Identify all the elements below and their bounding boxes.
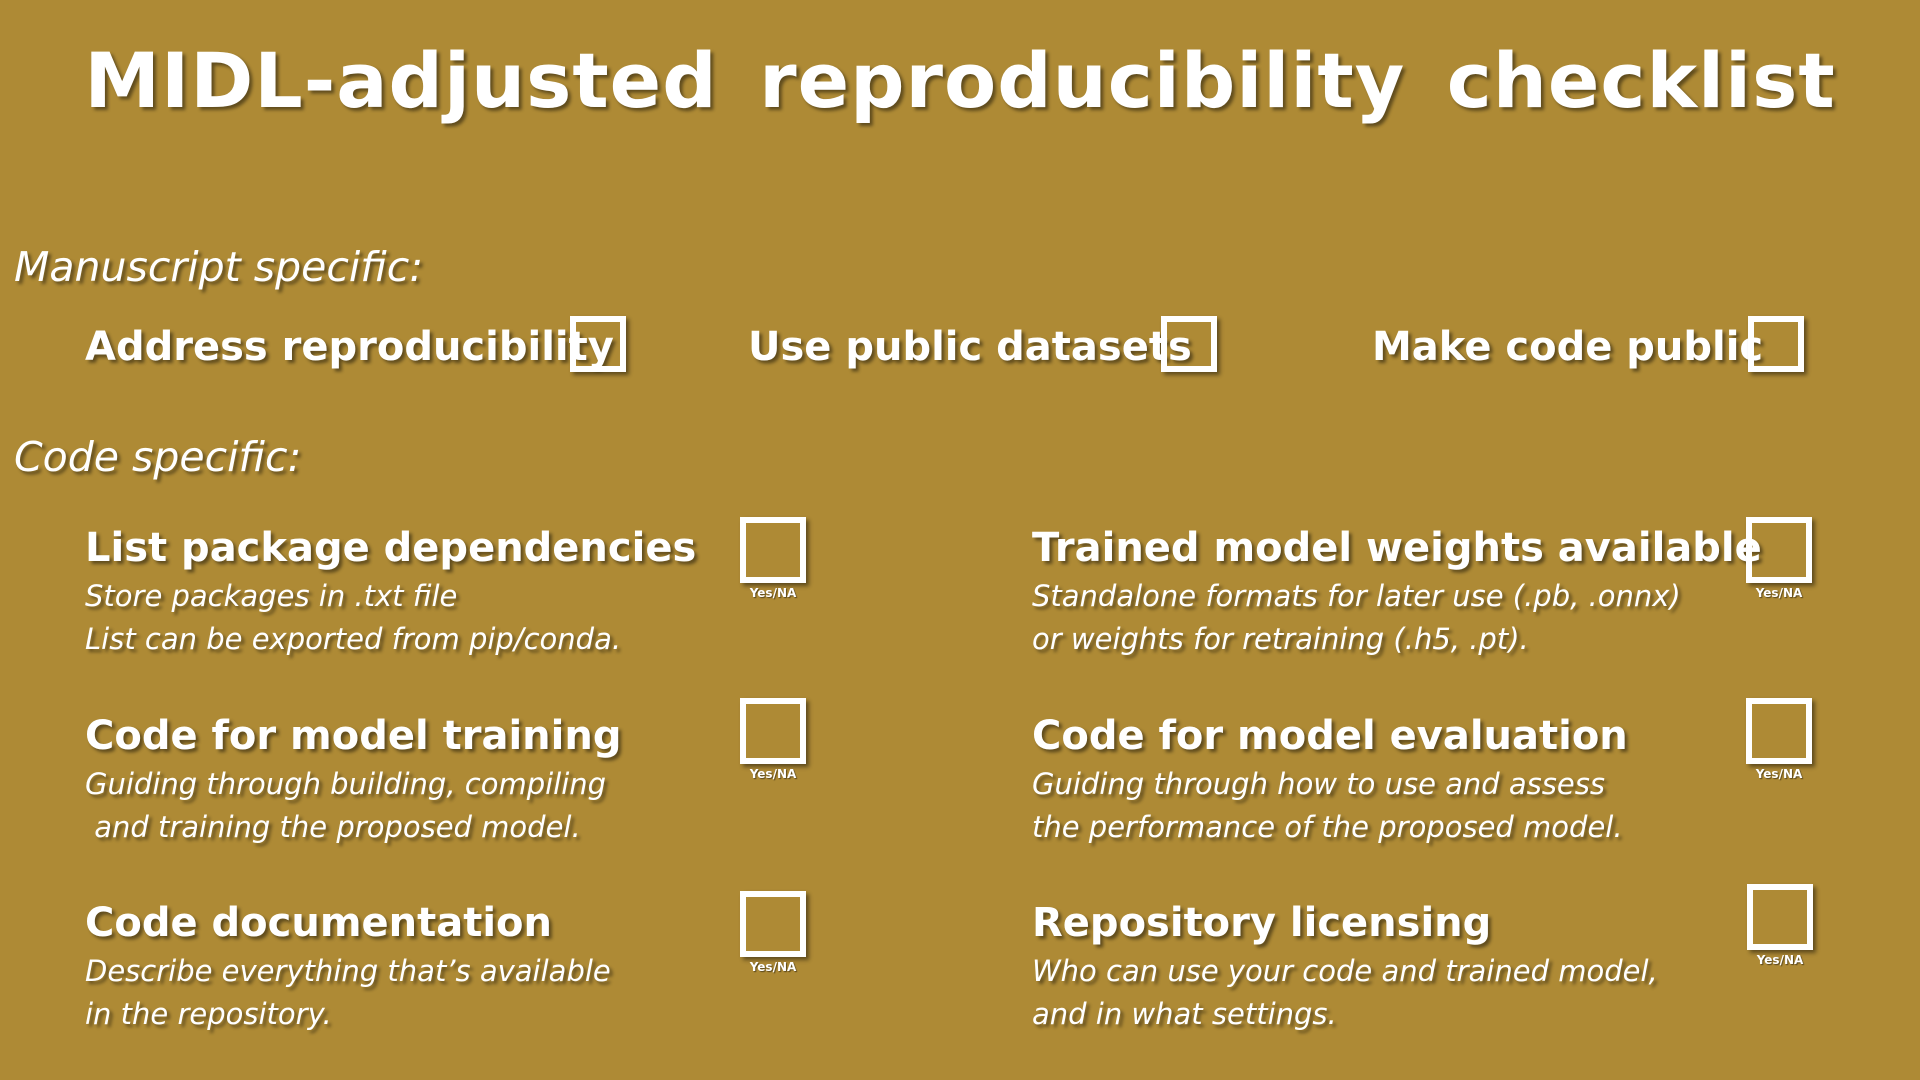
manuscript-item-label: Address reproducibility <box>85 324 614 370</box>
yes-na-caption: Yes/NA <box>749 586 797 600</box>
code-item-model-evaluation: Code for model evaluation Guiding throug… <box>1032 711 1732 849</box>
model-evaluation-checkbox[interactable] <box>1746 698 1812 764</box>
code-item-heading: Code for model training <box>85 713 622 759</box>
code-item-description: Who can use your code and trained model,… <box>1032 954 1658 1031</box>
page-title: MIDL-adjusted reproducibility checklist <box>84 36 1836 125</box>
documentation-checkbox[interactable] <box>740 891 806 957</box>
code-item-trained-model-weights: Trained model weights available Standalo… <box>1032 523 1762 661</box>
trained-model-weights-checkbox[interactable] <box>1746 517 1812 583</box>
model-training-check: Yes/NA <box>739 698 807 782</box>
code-section-heading: Code specific: <box>14 433 302 481</box>
make-code-public-checkbox[interactable] <box>1748 316 1804 372</box>
code-item-description: Store packages in .txt file List can be … <box>85 579 622 656</box>
yes-na-caption: Yes/NA <box>749 767 797 781</box>
manuscript-item-label: Use public datasets <box>748 324 1192 370</box>
code-item-heading: List package dependencies <box>85 525 697 571</box>
manuscript-section-heading: Manuscript specific: <box>14 243 424 291</box>
manuscript-item-address-reproducibility: Address reproducibility <box>85 315 614 379</box>
yes-na-caption: Yes/NA <box>1755 767 1803 781</box>
code-item-description: Guiding through how to use and assess th… <box>1032 767 1623 844</box>
manuscript-item-label: Make code public <box>1372 324 1764 370</box>
use-public-datasets-checkbox[interactable] <box>1161 316 1217 372</box>
address-reproducibility-checkbox[interactable] <box>570 316 626 372</box>
code-item-description: Standalone formats for later use (.pb, .… <box>1032 579 1681 656</box>
code-item-description: Guiding through building, compiling and … <box>85 767 607 844</box>
yes-na-caption: Yes/NA <box>749 960 797 974</box>
repository-licensing-check: Yes/NA <box>1746 884 1814 968</box>
trained-model-weights-check: Yes/NA <box>1745 517 1813 601</box>
code-item-package-dependencies: List package dependencies Store packages… <box>85 523 785 661</box>
code-item-repository-licensing: Repository licensing Who can use your co… <box>1032 898 1732 1036</box>
code-item-heading: Repository licensing <box>1032 900 1492 946</box>
code-item-heading: Code documentation <box>85 900 553 946</box>
yes-na-caption: Yes/NA <box>1756 953 1804 967</box>
code-item-heading: Code for model evaluation <box>1032 713 1628 759</box>
code-item-model-training: Code for model training Guiding through … <box>85 711 785 849</box>
package-dependencies-checkbox[interactable] <box>740 517 806 583</box>
model-evaluation-check: Yes/NA <box>1745 698 1813 782</box>
manuscript-item-make-code-public: Make code public <box>1372 315 1763 379</box>
package-dependencies-check: Yes/NA <box>739 517 807 601</box>
code-item-heading: Trained model weights available <box>1032 525 1762 571</box>
manuscript-item-use-public-datasets: Use public datasets <box>748 315 1192 379</box>
repository-licensing-checkbox[interactable] <box>1747 884 1813 950</box>
code-item-description: Describe everything that’s available in … <box>85 954 611 1031</box>
model-training-checkbox[interactable] <box>740 698 806 764</box>
documentation-check: Yes/NA <box>739 891 807 975</box>
yes-na-caption: Yes/NA <box>1755 586 1803 600</box>
code-item-documentation: Code documentation Describe everything t… <box>85 898 785 1036</box>
